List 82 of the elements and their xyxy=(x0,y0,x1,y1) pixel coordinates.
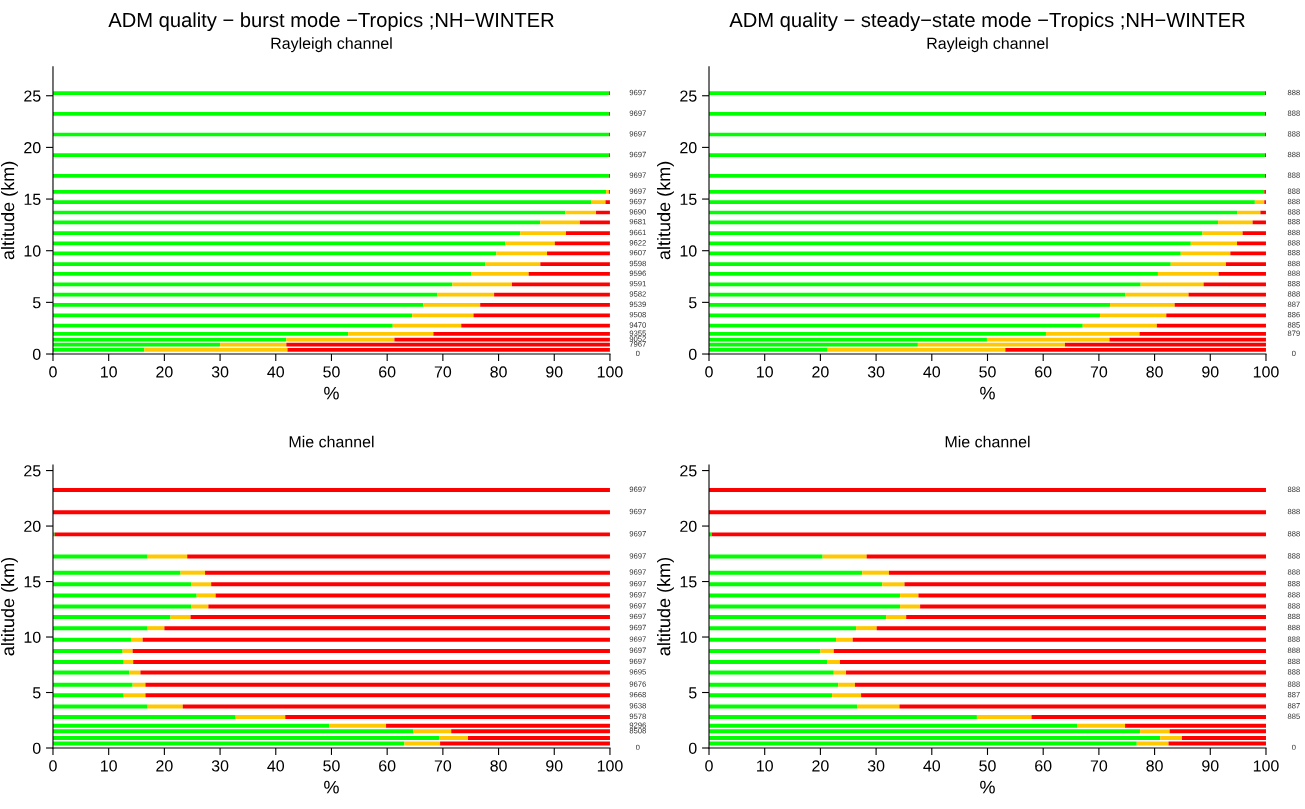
x-tick-label: 40 xyxy=(267,366,285,378)
x-tick-label: 10 xyxy=(757,366,773,378)
x-tick-label: 60 xyxy=(379,366,396,378)
x-tick-label: 20 xyxy=(156,366,173,378)
y-tick-label: 5 xyxy=(32,297,41,309)
chart-subtitle: Rayleigh channel xyxy=(271,37,392,53)
y-tick-label: 15 xyxy=(24,193,41,205)
x-axis-title: % xyxy=(980,386,995,400)
x-tick-label: 90 xyxy=(1202,366,1219,378)
x-tick-label: 60 xyxy=(1035,760,1052,772)
y-tick-label: 20 xyxy=(24,520,41,532)
y-tick-label: 25 xyxy=(680,465,697,477)
x-tick-label: 90 xyxy=(546,760,563,772)
y-tick-label: 0 xyxy=(32,348,41,360)
chart-title: ADM quality − burst mode −Tropics ;NH−WINTER xyxy=(108,12,554,32)
x-tick-label: 60 xyxy=(1035,366,1052,378)
x-tick-label: 0 xyxy=(705,760,713,772)
x-tick-label: 10 xyxy=(101,760,117,772)
x-tick-label: 100 xyxy=(597,366,623,378)
y-tick-label: 10 xyxy=(680,631,697,643)
x-tick-label: 30 xyxy=(867,760,885,772)
y-tick-label: 20 xyxy=(680,520,697,532)
y-tick-label: 5 xyxy=(32,687,41,699)
x-tick-label: 50 xyxy=(979,760,996,772)
x-tick-label: 50 xyxy=(323,366,340,378)
y-tick-label: 10 xyxy=(24,245,41,257)
y-tick-label: 0 xyxy=(32,742,41,754)
x-tick-label: 40 xyxy=(923,760,941,772)
x-tick-label: 90 xyxy=(1202,760,1219,772)
x-tick-label: 30 xyxy=(211,760,229,772)
y-tick-label: 0 xyxy=(688,348,697,360)
x-tick-label: 30 xyxy=(211,366,229,378)
y-axis-title: altitude (km) xyxy=(657,161,674,260)
x-tick-label: 50 xyxy=(979,366,996,378)
x-tick-label: 70 xyxy=(1090,760,1108,772)
chart-subtitle: Rayleigh channel xyxy=(927,37,1048,53)
chart-title: ADM quality − steady−state mode −Tropics ;NH−WINTER xyxy=(729,12,1245,32)
x-tick-label: 20 xyxy=(156,760,173,772)
x-tick-label: 70 xyxy=(434,366,452,378)
chart-title: Mie channel xyxy=(289,435,374,448)
y-tick-label: 25 xyxy=(24,90,41,102)
y-tick-label: 5 xyxy=(688,297,697,309)
y-tick-label: 0 xyxy=(688,742,697,754)
y-tick-label: 10 xyxy=(680,245,697,257)
x-axis-title: % xyxy=(324,780,339,794)
y-tick-label: 20 xyxy=(680,142,697,154)
x-tick-label: 90 xyxy=(546,366,563,378)
x-tick-label: 70 xyxy=(1090,366,1108,378)
y-axis-title: altitude (km) xyxy=(657,557,674,656)
x-tick-label: 100 xyxy=(597,760,623,772)
x-tick-label: 60 xyxy=(379,760,396,772)
chart-title: Mie channel xyxy=(945,435,1030,448)
x-tick-label: 10 xyxy=(101,366,117,378)
y-axis-title: altitude (km) xyxy=(1,557,18,656)
x-tick-label: 0 xyxy=(49,760,57,772)
x-tick-label: 100 xyxy=(1253,760,1279,772)
y-tick-label: 10 xyxy=(24,631,41,643)
x-tick-label: 80 xyxy=(1146,366,1163,378)
y-tick-label: 25 xyxy=(680,90,697,102)
x-axis-title: % xyxy=(980,780,995,794)
x-tick-label: 80 xyxy=(490,366,507,378)
x-tick-label: 40 xyxy=(267,760,285,772)
x-tick-label: 80 xyxy=(1146,760,1163,772)
y-tick-label: 15 xyxy=(680,576,697,588)
x-tick-label: 30 xyxy=(867,366,885,378)
x-tick-label: 70 xyxy=(434,760,452,772)
x-tick-label: 10 xyxy=(757,760,773,772)
x-tick-label: 20 xyxy=(812,760,829,772)
y-tick-label: 5 xyxy=(688,687,697,699)
y-tick-label: 20 xyxy=(24,142,41,154)
x-tick-label: 40 xyxy=(923,366,941,378)
x-tick-label: 80 xyxy=(490,760,507,772)
y-tick-label: 15 xyxy=(680,193,697,205)
x-axis-title: % xyxy=(324,386,339,400)
x-tick-label: 50 xyxy=(323,760,340,772)
y-tick-label: 25 xyxy=(24,465,41,477)
x-tick-label: 0 xyxy=(705,366,713,378)
x-tick-label: 20 xyxy=(812,366,829,378)
x-tick-label: 0 xyxy=(49,366,57,378)
x-tick-label: 100 xyxy=(1253,366,1279,378)
y-axis-title: altitude (km) xyxy=(1,161,18,260)
y-tick-label: 15 xyxy=(24,576,41,588)
